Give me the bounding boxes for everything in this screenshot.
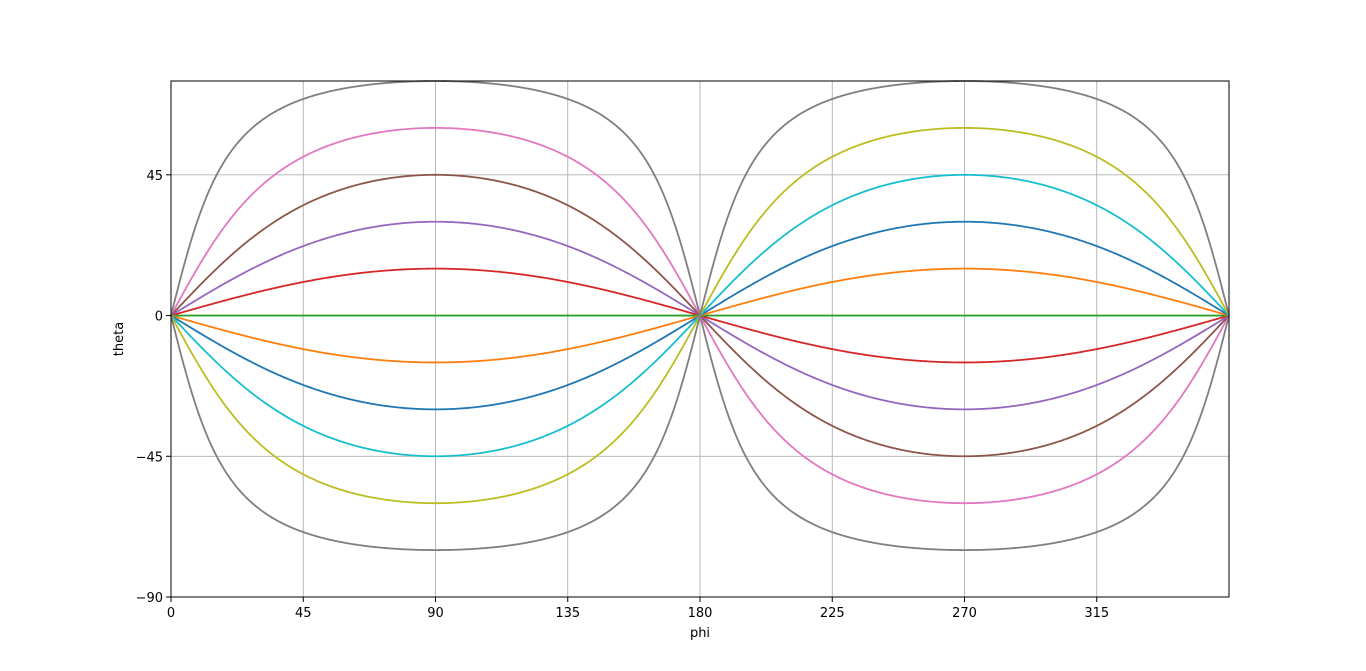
y-tick-label: −45	[136, 450, 163, 465]
x-tick-label: 135	[555, 606, 580, 621]
x-tick-label: 270	[952, 606, 977, 621]
y-tick-label: −90	[136, 591, 163, 606]
x-tick-label: 180	[688, 606, 713, 621]
series-group	[170, 80, 1230, 551]
series-line-10	[170, 80, 1230, 551]
x-axis-label: phi	[690, 626, 710, 641]
y-tick-label: 0	[155, 310, 163, 325]
x-tick-label: 225	[820, 606, 845, 621]
ticks: 0 45 90 135 180 225 270 315 −90 −45 0 45	[136, 169, 1110, 621]
x-tick-label: 0	[167, 606, 175, 621]
x-tick-label: 45	[295, 606, 312, 621]
y-axis-label: theta	[112, 322, 127, 356]
x-tick-label: 315	[1084, 606, 1109, 621]
y-tick-label: 45	[146, 169, 163, 184]
x-tick-label: 90	[427, 606, 444, 621]
